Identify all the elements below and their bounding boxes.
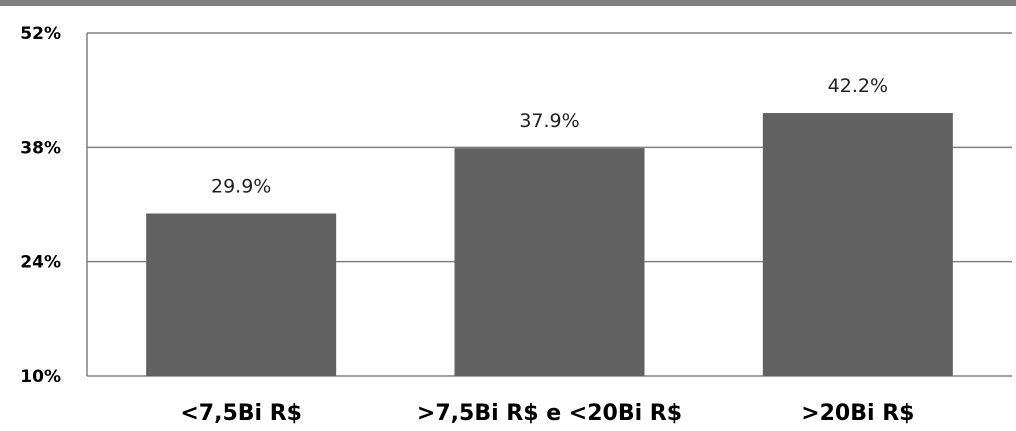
bars (146, 113, 953, 377)
data-label: 37.9% (519, 110, 579, 132)
bar (762, 113, 953, 377)
x-category-label: >20Bi R$ (801, 401, 914, 426)
y-tick-label: 38% (20, 138, 61, 158)
y-tick-label: 24% (20, 253, 61, 273)
data-labels: 29.9% 37.9% 42.2% (211, 75, 888, 197)
x-category-label: <7,5Bi R$ (180, 401, 302, 426)
data-label: 29.9% (211, 175, 271, 197)
bar (146, 213, 337, 376)
y-tick-label: 52% (20, 24, 61, 44)
x-axis-categories: <7,5Bi R$ >7,5Bi R$ e <20Bi R$ >20Bi R$ (180, 401, 914, 426)
header-band (0, 0, 1016, 6)
y-tick-label: 10% (20, 367, 61, 387)
bar (454, 148, 645, 376)
y-axis-ticks: 10% 24% 38% 52% (20, 24, 61, 387)
data-label: 42.2% (828, 75, 888, 97)
x-category-label: >7,5Bi R$ e <20Bi R$ (417, 401, 682, 426)
